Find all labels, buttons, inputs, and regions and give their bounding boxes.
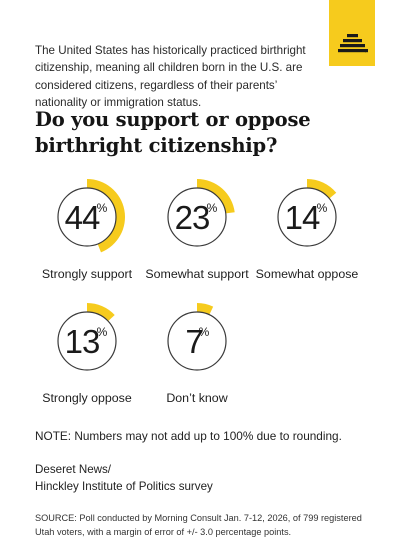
gauge-value: 14	[285, 199, 320, 236]
gauge-label: Somewhat support	[145, 267, 249, 281]
headline-line-1: Do you support or oppose	[35, 108, 311, 131]
gauge-chart: 14%	[277, 179, 337, 247]
gauge-percent-sign: %	[97, 325, 108, 339]
beehive-icon	[338, 34, 368, 53]
gauge-4: 13% Strongly oppose	[32, 300, 142, 405]
gauge-chart: 23%	[167, 179, 235, 247]
gauge-slice	[197, 179, 235, 214]
gauge-ring	[167, 187, 227, 247]
gauge-chart: 7%	[167, 303, 227, 371]
gauge-ring	[277, 187, 337, 247]
logo	[329, 0, 375, 66]
gauge-chart: 13%	[57, 303, 117, 371]
gauge-1: 44% Strongly support	[32, 176, 142, 281]
gauge-2: 23% Somewhat support	[142, 176, 252, 281]
credit-line-1: Deseret News/	[35, 463, 112, 476]
gauge-chart: 44%	[57, 179, 125, 253]
headline: Do you support or oppose birthright citi…	[35, 107, 375, 158]
gauge-3: 14% Somewhat oppose	[252, 176, 362, 281]
gauge-value: 23	[175, 199, 210, 236]
gauge-ring	[57, 187, 117, 247]
gauge-percent-sign: %	[207, 201, 218, 215]
gauge-value: 7	[185, 323, 202, 360]
gauge-value: 13	[65, 323, 100, 360]
gauge-label: Strongly support	[41, 267, 133, 281]
gauge-label: Somewhat oppose	[255, 267, 359, 281]
gauge-label: Strongly oppose	[42, 391, 132, 405]
source-note: SOURCE: Poll conducted by Morning Consul…	[35, 513, 362, 537]
gauge-slice	[307, 179, 337, 199]
gauge-slice	[87, 179, 125, 253]
gauge-ring	[57, 311, 117, 371]
gauge-slice	[87, 303, 115, 322]
rounding-note: NOTE: Numbers may not add up to 100% due…	[35, 429, 342, 443]
gauge-percent-sign: %	[199, 325, 210, 339]
gauge-percent-sign: %	[317, 201, 328, 215]
credit: Deseret News/ Hinckley Institute of Poli…	[35, 461, 213, 495]
headline-line-2: birthright citizenship?	[35, 133, 278, 157]
gauge-ring	[167, 311, 227, 371]
gauge-5: 7% Don’t know	[142, 300, 252, 405]
credit-line-2: Hinckley Institute of Politics survey	[35, 480, 213, 493]
intro-text: The United States has historically pract…	[35, 44, 306, 109]
gauge-label: Don’t know	[166, 391, 228, 405]
gauge-value: 44	[65, 199, 100, 236]
gauge-percent-sign: %	[97, 201, 108, 215]
